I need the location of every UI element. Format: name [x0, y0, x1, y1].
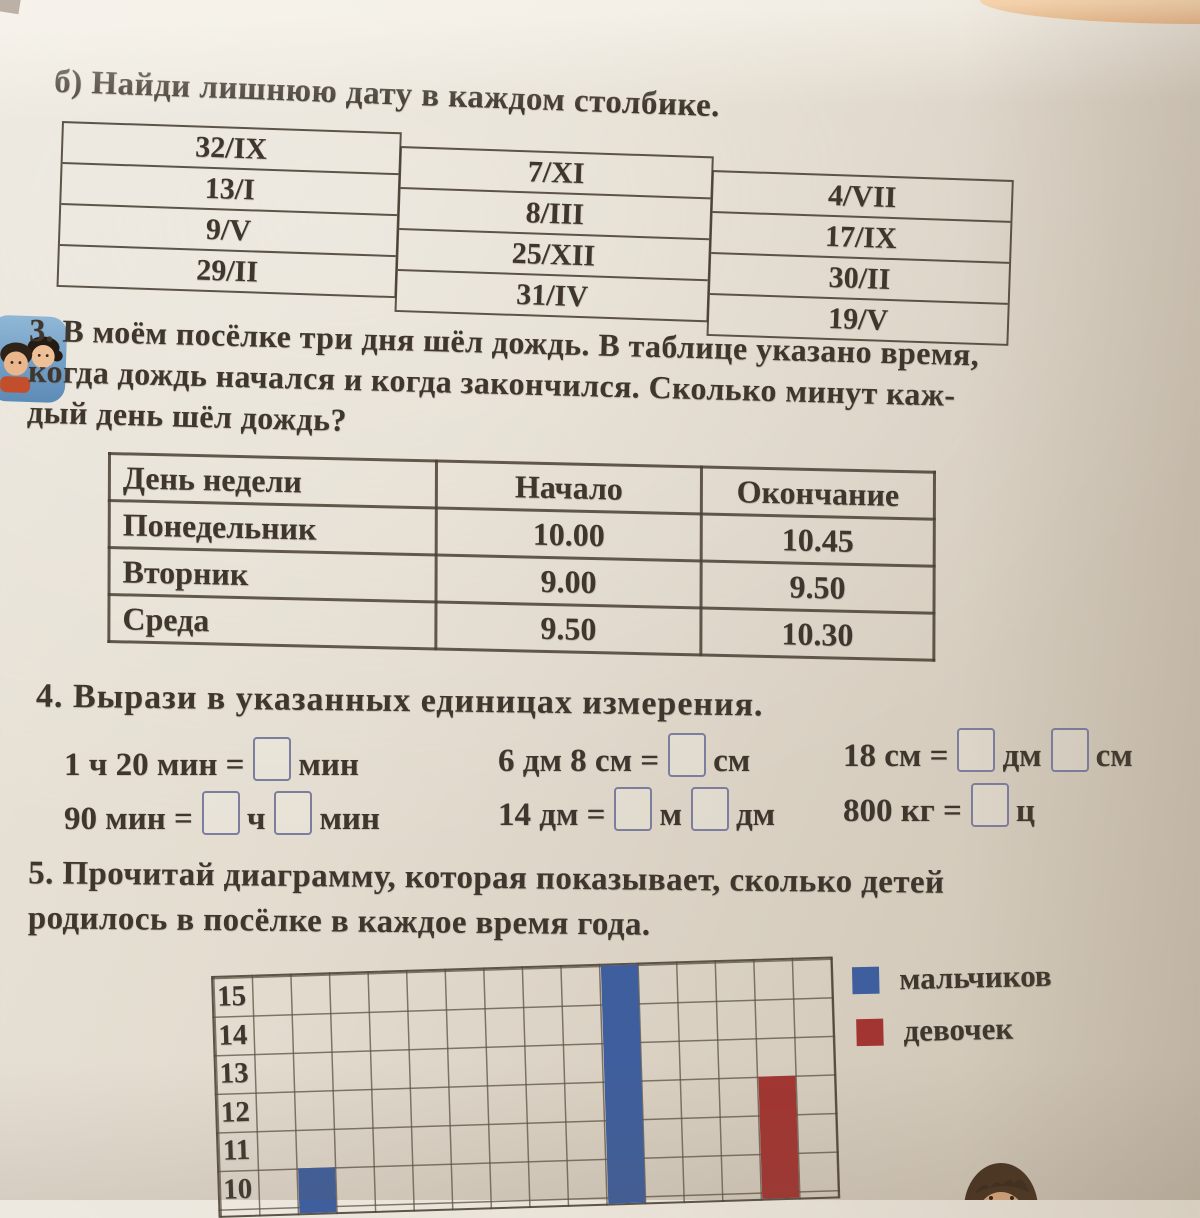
equation-unit: мин: [298, 747, 359, 783]
answer-box[interactable]: [668, 733, 707, 777]
equation-unit: дм: [735, 797, 776, 833]
rain-times-table: День недели Начало Окончание Понедельник…: [107, 452, 936, 662]
equation-lhs: 14 дм =: [498, 797, 606, 833]
answer-box[interactable]: [970, 783, 1009, 827]
equation: 800 кг = ц: [843, 783, 1035, 830]
task4-heading: 4. Вырази в указанных единицах измерения…: [35, 677, 764, 724]
equation-unit: ч: [246, 801, 266, 837]
photo-shadow-bottom: [0, 1060, 1200, 1200]
boys-color-swatch-icon: [851, 966, 880, 994]
y-axis-label: 15: [216, 979, 247, 1013]
cell-start: 9.00: [436, 554, 702, 608]
equation-unit: дм: [1002, 738, 1041, 774]
answer-box[interactable]: [690, 787, 729, 831]
answer-box[interactable]: [1050, 728, 1089, 772]
cell-day: Вторник: [109, 547, 437, 602]
cell-day: Среда: [108, 594, 437, 649]
answer-box[interactable]: [253, 737, 292, 781]
equation-unit: см: [713, 743, 751, 779]
equation: 1 ч 20 мин = мин: [64, 737, 359, 784]
task5-text-line: родилось в посёлке в каждое время года.: [27, 900, 651, 943]
equation-lhs: 6 дм 8 см =: [498, 743, 660, 779]
header-day: День недели: [109, 453, 437, 508]
photo-light-gradient: [0, 0, 1200, 130]
answer-box[interactable]: [614, 787, 653, 831]
answer-box[interactable]: [957, 728, 996, 772]
cell-end: 10.30: [700, 607, 934, 661]
equation: 6 дм 8 см = см: [498, 733, 750, 780]
cell-end: 10.45: [701, 513, 935, 567]
equation: 14 дм = м дм: [498, 787, 775, 834]
answer-box[interactable]: [201, 791, 240, 835]
equation: 18 см = дм см: [843, 728, 1133, 775]
equation-lhs: 90 мин =: [64, 801, 193, 837]
children-faces-icon: [0, 313, 70, 411]
taskb-date-column-1: 32/IX 13/I 9/V 29/II: [56, 121, 402, 299]
girls-color-swatch-icon: [856, 1018, 884, 1046]
equation-unit: м: [659, 797, 682, 833]
cell-start: 10.00: [436, 507, 702, 561]
taskb-date-column-2: 7/XI 8/III 25/XII 31/IV: [394, 146, 714, 323]
header-start: Начало: [436, 460, 702, 514]
photo-shadow-right: [960, 0, 1200, 1200]
task5-text: 5. Прочитай диаграмму, которая показывае…: [28, 851, 945, 951]
answer-box[interactable]: [274, 791, 313, 835]
equation-unit: ц: [1016, 793, 1035, 829]
equation: 90 мин = ч мин: [64, 791, 380, 838]
equation-lhs: 1 ч 20 мин =: [64, 747, 245, 783]
equation-lhs: 800 кг =: [843, 793, 962, 829]
y-axis-label: 14: [217, 1018, 248, 1052]
cell-start: 9.50: [435, 601, 701, 655]
cell-day: Понедельник: [109, 500, 437, 555]
equation-unit: мин: [319, 801, 380, 837]
equation-lhs: 18 см =: [843, 738, 949, 774]
header-end: Окончание: [701, 466, 935, 520]
equation-unit: см: [1096, 738, 1133, 774]
cell-end: 9.50: [700, 560, 935, 614]
task3-text: 3. В моём посёлке три дня шёл дождь. В т…: [27, 310, 980, 458]
